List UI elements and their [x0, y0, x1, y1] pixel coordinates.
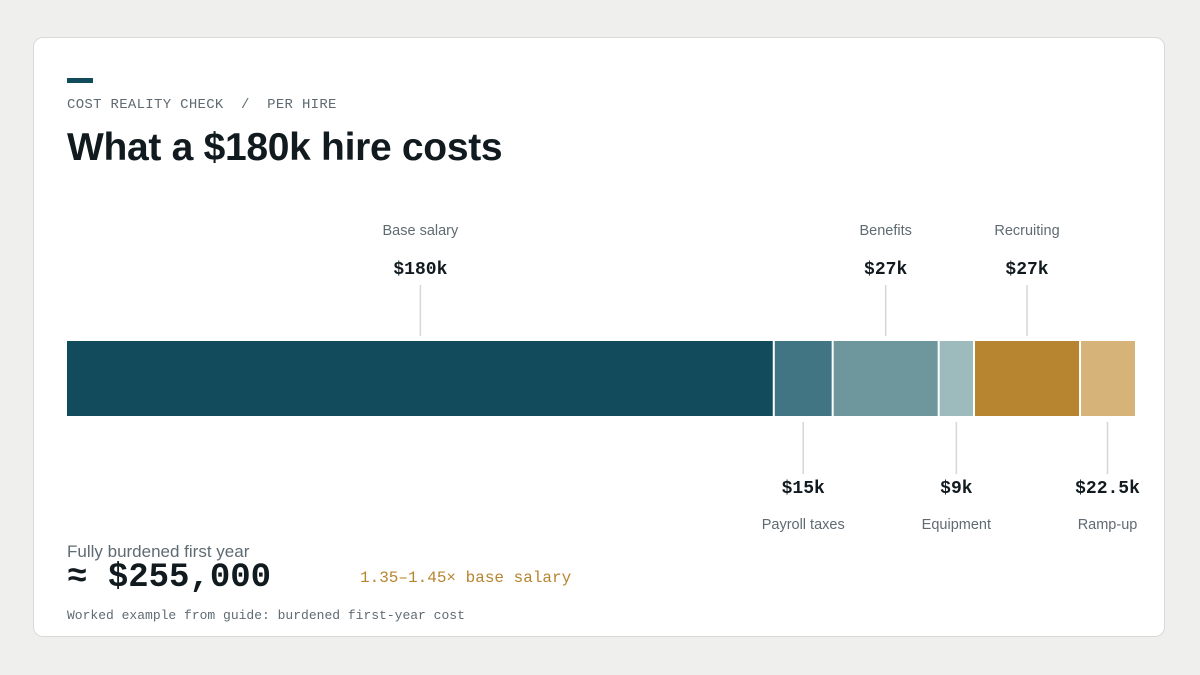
- stacked-cost-chart: $180k Base salary $15k Payroll taxes $27k Ben…: [67, 223, 1140, 533]
- bar-segment-recruiting: [975, 341, 1080, 416]
- page-title: What a $180k hire costs: [67, 126, 503, 169]
- data-label-payroll-taxes: $15k: [782, 479, 825, 499]
- segment-label-base-salary: Base salary: [382, 223, 459, 239]
- eyebrow-separator: /: [241, 97, 250, 113]
- data-label-recruiting: $27k: [1005, 260, 1048, 280]
- eyebrow-subsection: PER HIRE: [267, 97, 337, 113]
- segment-label-payroll-taxes: Payroll taxes: [762, 517, 845, 533]
- data-label-equipment: $9k: [940, 479, 973, 499]
- total-label: Fully burdened first year: [67, 542, 250, 561]
- segment-label-benefits: Benefits: [859, 223, 911, 239]
- bar-segment-ramp-up: [1081, 341, 1135, 416]
- footnote: Worked example from guide: burdened firs…: [67, 608, 465, 623]
- eyebrow-section: COST REALITY CHECK: [67, 97, 224, 113]
- accent-bar: [67, 78, 93, 83]
- segment-label-equipment: Equipment: [922, 517, 991, 533]
- eyebrow: COST REALITY CHECK / PER HIRE: [67, 97, 337, 113]
- multiplier-note: 1.35–1.45× base salary: [360, 569, 572, 587]
- bar-segment-payroll-taxes: [774, 341, 832, 416]
- segment-label-ramp-up: Ramp-up: [1078, 517, 1138, 533]
- approx-symbol: ≈: [67, 559, 88, 597]
- bar-segment-benefits: [833, 341, 938, 416]
- bar-segment-equipment: [939, 341, 974, 416]
- total-amount: $255,000: [107, 559, 272, 597]
- data-label-ramp-up: $22.5k: [1075, 479, 1140, 499]
- data-label-base-salary: $180k: [393, 260, 447, 280]
- data-label-benefits: $27k: [864, 260, 907, 280]
- bar-segment-base-salary: [67, 341, 773, 416]
- total-value: ≈ $255,000: [67, 559, 271, 597]
- segment-label-recruiting: Recruiting: [994, 223, 1059, 239]
- cost-card: COST REALITY CHECK / PER HIRE What a $18…: [33, 37, 1165, 637]
